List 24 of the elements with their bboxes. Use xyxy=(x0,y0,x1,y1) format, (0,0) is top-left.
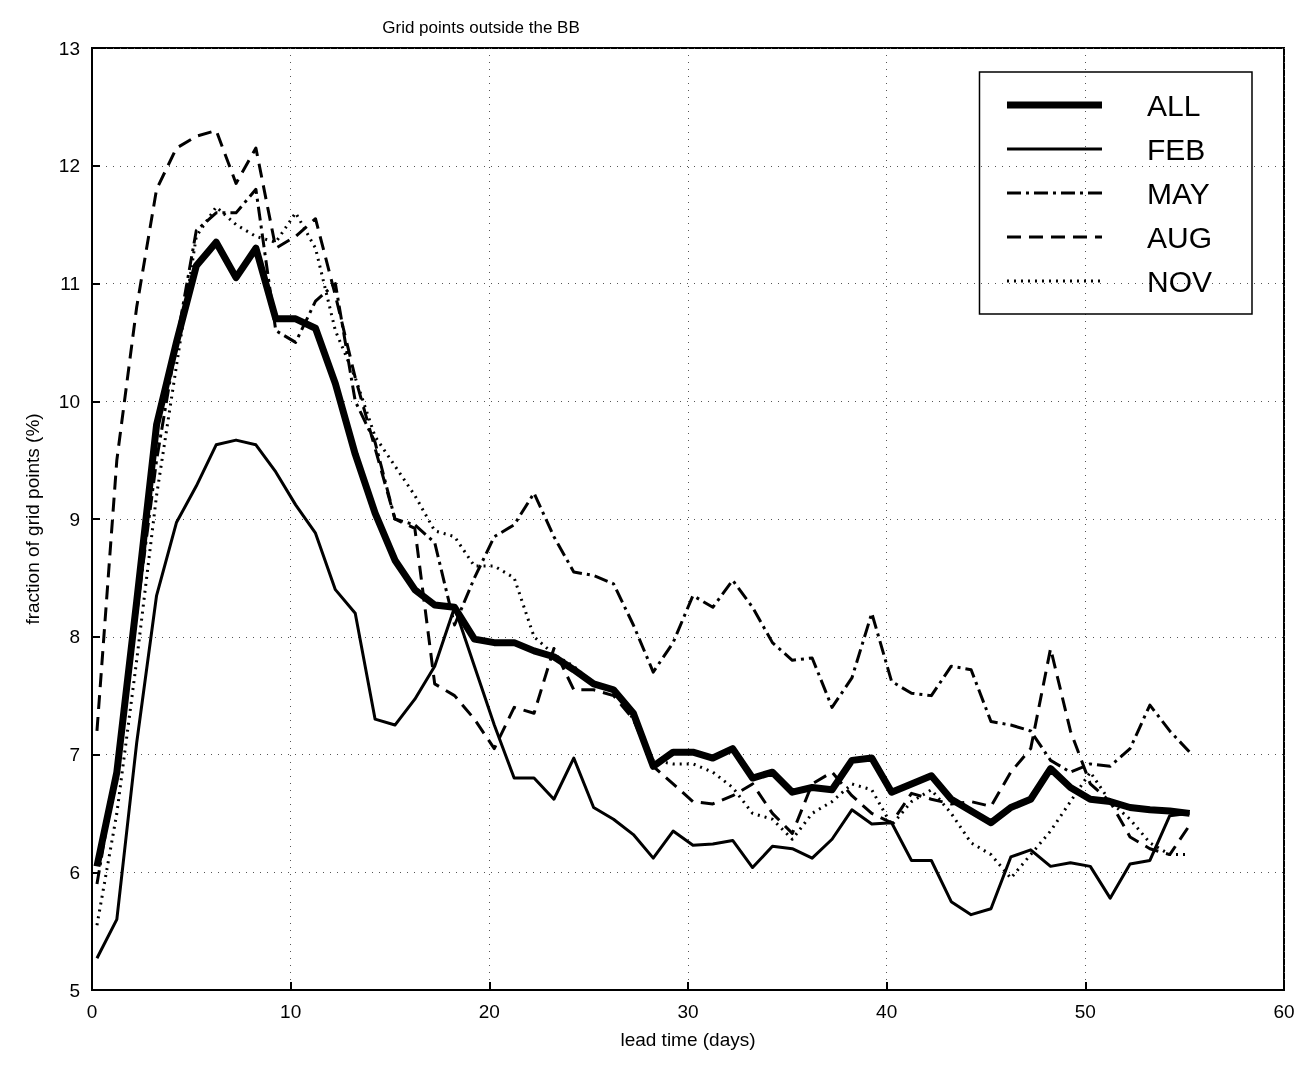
y-tick-label: 11 xyxy=(60,273,80,294)
legend-label: NOV xyxy=(1146,264,1213,298)
y-tick-label: 7 xyxy=(69,744,80,765)
y-tick-label: 5 xyxy=(69,979,80,1001)
y-tick-label: 9 xyxy=(69,508,80,530)
x-tick-label: 30 xyxy=(677,1001,699,1022)
y-tick-label: 10 xyxy=(58,390,80,412)
y-tick-label: 6 xyxy=(69,861,80,883)
x-tick-label: 60 xyxy=(1273,1001,1295,1022)
x-tick-label: 20 xyxy=(478,1001,500,1022)
x-tick-label: 40 xyxy=(876,1001,898,1022)
y-tick-label: 12 xyxy=(58,155,80,177)
legend-label: FEB xyxy=(1146,132,1206,166)
x-tick-label: 0 xyxy=(86,1001,98,1022)
x-tick-label: 50 xyxy=(1074,1001,1096,1022)
legend-label: AUG xyxy=(1146,220,1213,254)
y-tick-label: 13 xyxy=(58,37,80,59)
legend-label: MAY xyxy=(1146,176,1210,210)
legend-label: ALL xyxy=(1146,88,1201,122)
y-axis-title: fraction of grid points (%) xyxy=(22,413,43,625)
chart-title: Grid points outside the BB xyxy=(382,18,580,37)
x-tick-label: 10 xyxy=(280,1001,302,1022)
x-axis-title: lead time (days) xyxy=(620,1029,756,1050)
y-tick-label: 8 xyxy=(69,626,80,648)
